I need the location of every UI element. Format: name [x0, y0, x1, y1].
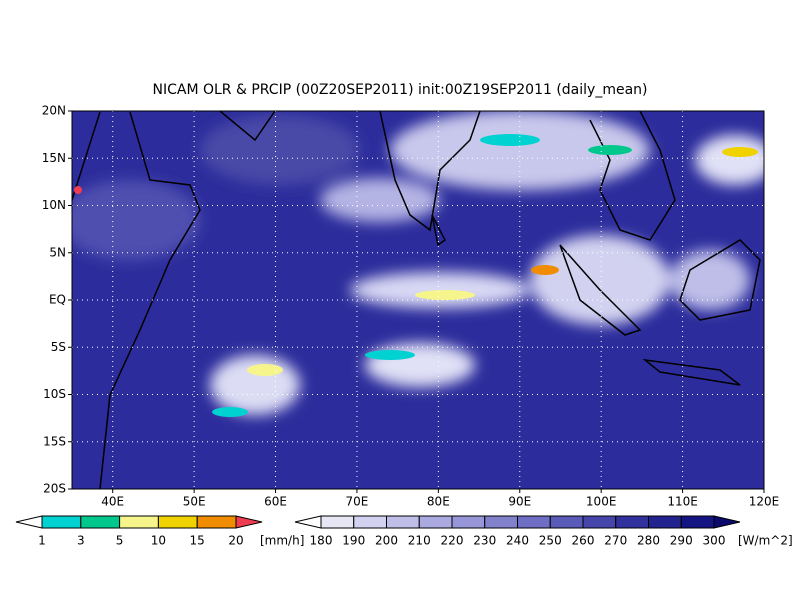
precip-cells — [74, 134, 758, 417]
colorbar-box — [582, 515, 617, 529]
colorbar-triangle — [235, 515, 263, 529]
lat-tick-label: 10S — [43, 387, 66, 401]
colorbar-box — [615, 515, 649, 529]
colorbar-label: 260 — [572, 534, 595, 548]
legends: 1 3 5 10 15 20 [mm/h] 180 190 200 210 220 230 240 250 2… — [15, 515, 793, 548]
colorbar-label: 280 — [637, 534, 660, 548]
colorbar-label: 200 — [375, 534, 398, 548]
lat-tick-label: 5S — [51, 340, 66, 354]
colorbar-label: 5 — [116, 534, 124, 548]
colorbar-label: 270 — [604, 534, 627, 548]
colorbar-label: 290 — [670, 534, 693, 548]
lon-tick-label: 60E — [264, 495, 287, 509]
lat-tick-label: 20S — [43, 482, 66, 496]
colorbar-box — [680, 515, 715, 529]
colorbar-box — [451, 515, 486, 529]
colorbar-box — [119, 515, 159, 529]
lon-tick-label: 40E — [101, 495, 124, 509]
lat-tick-label: 20N — [42, 104, 66, 118]
lon-tick-label: 70E — [346, 495, 369, 509]
colorbar-box — [320, 515, 355, 529]
colorbar-box — [386, 515, 420, 529]
axes: 40E 50E 60E 70E 80E 90E 100E 110E 120E 20N 15N 10N 5… — [42, 104, 780, 509]
lon-tick-label: 110E — [667, 495, 698, 509]
colorbar-box — [418, 515, 453, 529]
grid — [72, 111, 764, 489]
colorbar-box — [80, 515, 121, 529]
colorbar-box — [648, 515, 682, 529]
colorbar-box — [517, 515, 551, 529]
lon-tick-label: 100E — [586, 495, 617, 509]
lon-tick-label: 90E — [508, 495, 531, 509]
colorbar-label: 300 — [703, 534, 726, 548]
colorbar-label: 20 — [228, 534, 243, 548]
colorbar-label: 3 — [77, 534, 85, 548]
colorbar-label: 250 — [539, 534, 562, 548]
lat-tick-label: 10N — [42, 198, 66, 212]
colorbar-triangle — [294, 515, 322, 529]
lat-tick-label: 5N — [49, 245, 66, 259]
title: NICAM OLR & PRCIP (00Z20SEP2011) init:00… — [152, 82, 647, 98]
colorbar-box — [157, 515, 198, 529]
colorbar-label: 1 — [38, 534, 46, 548]
map-field — [72, 111, 764, 489]
colorbar-label: 210 — [408, 534, 431, 548]
colorbar-label: 10 — [151, 534, 166, 548]
colorbar-unit: [mm/h] — [260, 534, 304, 548]
colorbar-label: 180 — [310, 534, 333, 548]
colorbar-unit: [W/m^2] — [738, 534, 793, 548]
colorbar-box — [484, 515, 518, 529]
colorbar-label: 190 — [342, 534, 365, 548]
colorbar-box — [353, 515, 387, 529]
colorbar-box — [196, 515, 237, 529]
lon-tick-label: 50E — [183, 495, 206, 509]
lat-tick-label: 15S — [43, 434, 66, 448]
colorbar-triangle — [15, 515, 43, 529]
colorbar-label: 15 — [190, 534, 205, 548]
colorbar-box — [549, 515, 584, 529]
lon-tick-label: 120E — [749, 495, 780, 509]
colorbar-label: 220 — [441, 534, 464, 548]
colorbar-triangle — [713, 515, 741, 529]
lat-tick-label: 15N — [42, 151, 66, 165]
lat-tick-label: EQ — [49, 293, 66, 307]
lon-tick-label: 80E — [427, 495, 450, 509]
colorbar-label: 240 — [506, 534, 529, 548]
colorbar-label: 230 — [473, 534, 496, 548]
colorbar-box — [41, 515, 82, 529]
